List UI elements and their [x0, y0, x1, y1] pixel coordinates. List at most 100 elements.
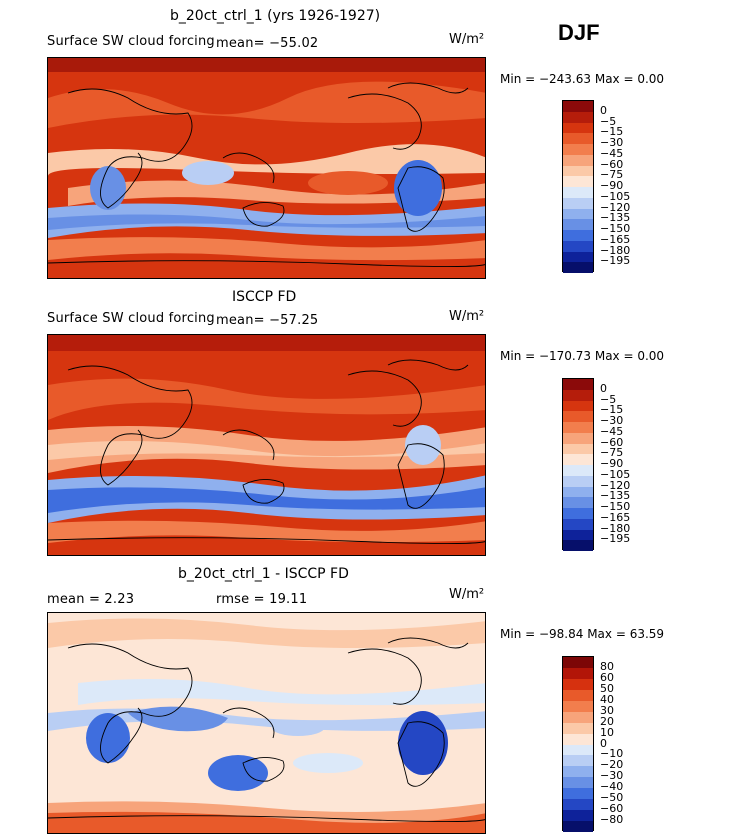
panel1-mean: mean= −55.02 — [216, 36, 319, 51]
colorbar-swatch — [563, 122, 593, 134]
colorbar-swatch — [563, 475, 593, 487]
colorbar-swatch — [563, 379, 593, 390]
colorbar-tick-label: −15 — [600, 125, 624, 139]
colorbar-tick-label: −20 — [600, 758, 624, 772]
colorbar-swatch — [563, 788, 593, 800]
colorbar-tick-label: −15 — [600, 403, 624, 417]
colorbar-swatch — [563, 111, 593, 123]
colorbar-swatch — [563, 678, 593, 690]
colorbar-tick-label: −5 — [600, 114, 617, 128]
panel2-map — [47, 334, 486, 556]
colorbar-tick-label: 30 — [600, 703, 614, 717]
colorbar-tick-label: −75 — [600, 168, 624, 182]
colorbar-swatch — [563, 262, 593, 273]
colorbar-tick-label: −30 — [600, 136, 624, 149]
panel1-colorbar — [562, 100, 594, 273]
colorbar-tick-label: −60 — [600, 157, 624, 171]
colorbar-swatch — [563, 700, 593, 712]
colorbar-tick-label: 0 — [600, 736, 607, 750]
panel3-colorbar — [562, 656, 594, 832]
panel1-map — [47, 57, 486, 279]
colorbar-tick-label: −90 — [600, 179, 624, 192]
panel3-rmse: rmse = 19.11 — [216, 592, 308, 607]
colorbar-tick-label: −165 — [600, 232, 631, 246]
colorbar-tick-label: 0 — [600, 103, 607, 117]
panel1-units: W/m² — [449, 32, 485, 47]
colorbar-tick-label: −30 — [600, 769, 624, 783]
colorbar-tick-label: −165 — [600, 510, 631, 524]
panel3-minmax: Min = −98.84 Max = 63.59 — [500, 627, 665, 641]
colorbar-swatch — [563, 230, 593, 241]
colorbar-swatch — [563, 197, 593, 209]
colorbar-tick-label: −120 — [600, 200, 631, 214]
colorbar-swatch — [563, 422, 593, 433]
colorbar-tick-label: −195 — [600, 254, 631, 268]
panel2-title: ISCCP FD — [232, 289, 297, 305]
colorbar-tick-label: 10 — [600, 725, 614, 739]
colorbar-tick-label: −45 — [600, 146, 624, 160]
colorbar-tick-label: −135 — [600, 489, 631, 503]
colorbar-swatch — [563, 540, 593, 551]
colorbar-swatch — [563, 667, 593, 679]
colorbar-tick-label: 60 — [600, 670, 614, 684]
colorbar-swatch — [563, 711, 593, 723]
colorbar-swatch — [563, 133, 593, 144]
colorbar-tick-label: −90 — [600, 457, 624, 470]
colorbar-swatch — [563, 208, 593, 220]
colorbar-swatch — [563, 176, 593, 187]
colorbar-swatch — [563, 821, 593, 832]
colorbar-tick-label: −50 — [600, 791, 624, 805]
colorbar-tick-label: −105 — [600, 189, 631, 203]
colorbar-tick-label: −150 — [600, 222, 631, 235]
colorbar-swatch — [563, 529, 593, 541]
colorbar-swatch — [563, 689, 593, 701]
colorbar-tick-label: −135 — [600, 211, 631, 225]
panel3-units: W/m² — [449, 587, 485, 602]
colorbar-tick-label: −60 — [600, 802, 624, 816]
colorbar-swatch — [563, 144, 593, 155]
colorbar-swatch — [563, 411, 593, 422]
colorbar-swatch — [563, 454, 593, 465]
colorbar-tick-label: −40 — [600, 780, 624, 794]
colorbar-swatch — [563, 497, 593, 508]
panel2-minmax: Min = −170.73 Max = 0.00 — [500, 349, 665, 363]
panel2-colorbar — [562, 378, 594, 551]
panel1-subtitle: Surface SW cloud forcing — [47, 34, 215, 49]
colorbar-swatch — [563, 432, 593, 444]
colorbar-tick-label: −105 — [600, 467, 631, 481]
colorbar-tick-label: 20 — [600, 714, 614, 728]
colorbar-tick-label: −10 — [600, 747, 624, 761]
colorbar-swatch — [563, 400, 593, 412]
colorbar-tick-label: −5 — [600, 392, 617, 406]
colorbar-swatch — [563, 443, 593, 455]
colorbar-swatch — [563, 799, 593, 811]
panel1-title: b_20ct_ctrl_1 (yrs 1926-1927) — [170, 8, 381, 24]
colorbar-tick-label: 40 — [600, 692, 614, 706]
panel1-minmax: Min = −243.63 Max = 0.00 — [500, 72, 665, 86]
colorbar-swatch — [563, 251, 593, 263]
colorbar-swatch — [563, 744, 593, 756]
panel2-units: W/m² — [449, 309, 485, 324]
colorbar-tick-label: −195 — [600, 532, 631, 546]
colorbar-tick-label: −180 — [600, 243, 631, 257]
colorbar-tick-label: 0 — [600, 381, 607, 395]
colorbar-swatch — [563, 486, 593, 498]
colorbar-swatch — [563, 657, 593, 668]
colorbar-swatch — [563, 101, 593, 112]
colorbar-tick-label: −80 — [600, 813, 624, 827]
colorbar-swatch — [563, 219, 593, 230]
season-label: DJF — [558, 20, 600, 45]
colorbar-tick-label: −30 — [600, 414, 624, 427]
colorbar-tick-label: 50 — [600, 681, 614, 695]
colorbar-tick-label: −60 — [600, 435, 624, 449]
colorbar-tick-label: −75 — [600, 446, 624, 460]
colorbar-swatch — [563, 508, 593, 519]
colorbar-swatch — [563, 154, 593, 166]
colorbar-swatch — [563, 722, 593, 734]
colorbar-swatch — [563, 465, 593, 476]
colorbar-swatch — [563, 165, 593, 177]
colorbar-swatch — [563, 755, 593, 767]
panel3-map — [47, 612, 486, 834]
colorbar-tick-label: −150 — [600, 500, 631, 513]
panel3-title: b_20ct_ctrl_1 - ISCCP FD — [178, 566, 349, 582]
